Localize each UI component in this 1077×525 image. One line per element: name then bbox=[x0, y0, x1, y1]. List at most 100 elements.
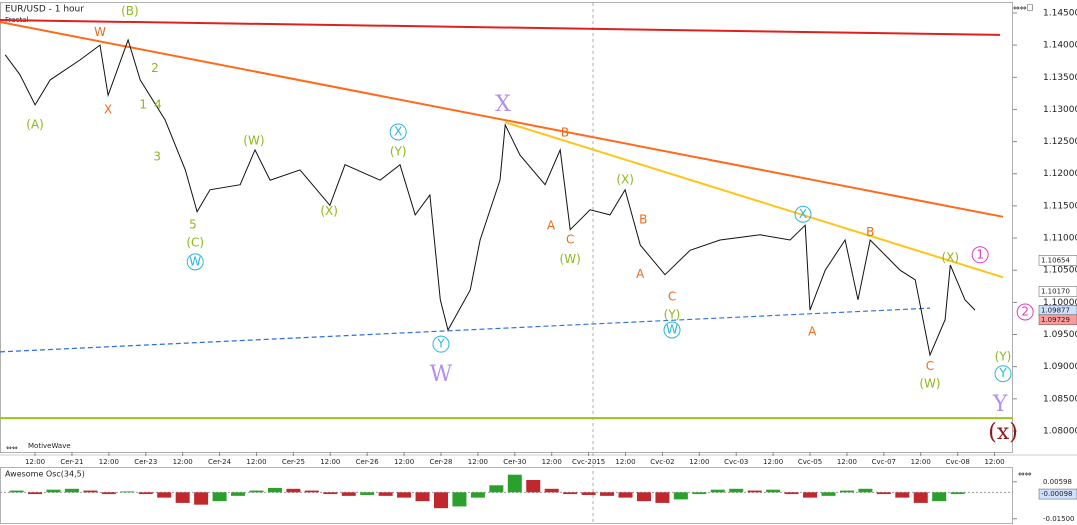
x-tick-label: 12:00 bbox=[99, 458, 119, 466]
wave-label: A bbox=[547, 218, 556, 232]
wave-label: (X) bbox=[941, 250, 959, 264]
osc-bar bbox=[415, 492, 430, 502]
y-tick-label: 1.12000 bbox=[1043, 169, 1077, 179]
osc-bar bbox=[544, 488, 559, 493]
x-tick-label: 12:00 bbox=[837, 458, 857, 466]
wave-label: 1 bbox=[976, 247, 984, 261]
zoom-icons[interactable]: ⇔⇔ bbox=[6, 444, 18, 452]
y-tick-label: 1.14500 bbox=[1043, 8, 1077, 18]
x-tick-label: Cvc-07 bbox=[872, 458, 896, 466]
oscillator-title: Awesome Osc(34,5) bbox=[5, 470, 85, 479]
osc-bar bbox=[766, 489, 781, 493]
wave-label: 2 bbox=[1021, 305, 1029, 319]
osc-bar bbox=[397, 492, 412, 498]
wave-label: 5 bbox=[189, 218, 197, 232]
osc-bar bbox=[360, 492, 375, 495]
wave-label: (x) bbox=[988, 420, 1018, 445]
wave-label: (Y) bbox=[390, 144, 407, 158]
wave-circle bbox=[389, 123, 407, 141]
x-tick-label: 12:00 bbox=[246, 458, 266, 466]
osc-bar bbox=[470, 492, 485, 498]
x-tick-label: Cer-24 bbox=[208, 458, 232, 466]
x-tick-label: Cvc-05 bbox=[798, 458, 822, 466]
price-label-box bbox=[1038, 314, 1077, 326]
wave-label: Y bbox=[992, 392, 1008, 417]
osc-bar bbox=[692, 492, 707, 495]
y-tick-label: 0.00598 bbox=[1043, 478, 1072, 486]
oscillator-pane bbox=[0, 467, 1013, 524]
wave-circle bbox=[432, 335, 450, 353]
trend-line bbox=[504, 121, 1004, 279]
osc-bar bbox=[83, 490, 98, 493]
osc-bar bbox=[858, 488, 873, 493]
trend-line bbox=[0, 307, 930, 353]
footer-brand: MotiveWave bbox=[28, 442, 71, 450]
x-tick-label: Cvc-08 bbox=[945, 458, 969, 466]
osc-bar bbox=[673, 492, 688, 500]
osc-bar bbox=[729, 488, 744, 493]
x-tick-label: 12:00 bbox=[468, 458, 488, 466]
wave-label: W bbox=[430, 362, 453, 387]
wave-label: Y bbox=[998, 366, 1007, 380]
y-tick-label: 1.13500 bbox=[1043, 73, 1077, 83]
osc-bar bbox=[378, 492, 393, 496]
osc-bar bbox=[323, 492, 338, 495]
osc-bar bbox=[821, 492, 836, 496]
osc-bar bbox=[747, 490, 762, 493]
osc-controls[interactable]: ⇔⇔ bbox=[1018, 470, 1032, 479]
price-label-box bbox=[1038, 255, 1077, 266]
osc-bar bbox=[341, 492, 356, 496]
y-tick-label: 1.09500 bbox=[1043, 330, 1077, 340]
y-tick-label: 1.11000 bbox=[1043, 234, 1077, 244]
x-tick-label: 12:00 bbox=[542, 458, 562, 466]
price-label-box bbox=[1038, 286, 1077, 297]
osc-bar bbox=[895, 492, 910, 498]
wave-label: (Y) bbox=[995, 350, 1012, 364]
wave-label: (W) bbox=[560, 252, 581, 266]
wave-label: 3 bbox=[153, 150, 161, 164]
osc-bar bbox=[175, 492, 190, 503]
osc-bar bbox=[710, 489, 725, 493]
osc-bar bbox=[286, 488, 301, 493]
wave-circle bbox=[971, 246, 989, 264]
x-tick-label: Cer-25 bbox=[282, 458, 305, 466]
wave-label: X bbox=[394, 124, 402, 138]
x-tick-label: 12:00 bbox=[763, 458, 783, 466]
trend-line bbox=[0, 20, 1004, 218]
x-tick-label: 12:00 bbox=[984, 458, 1004, 466]
price-label: 1.10654 bbox=[1041, 256, 1070, 264]
wave-label: 1 bbox=[139, 97, 147, 111]
osc-bar bbox=[304, 490, 319, 493]
osc-bar bbox=[489, 485, 504, 493]
y-tick-label: 1.08500 bbox=[1043, 394, 1077, 404]
y-tick-label: 1.11500 bbox=[1043, 201, 1077, 211]
osc-bar bbox=[433, 492, 448, 509]
wave-label: X bbox=[799, 207, 807, 221]
pane-controls[interactable]: ⇔⇔☐ bbox=[1013, 4, 1034, 13]
wave-label: (X) bbox=[616, 173, 634, 187]
x-tick-label: Cer-28 bbox=[429, 458, 452, 466]
osc-bar bbox=[784, 492, 799, 495]
wave-label: (A) bbox=[26, 117, 44, 131]
osc-bar bbox=[138, 492, 153, 495]
x-tick-label: 12:00 bbox=[911, 458, 931, 466]
price-pane bbox=[0, 2, 1013, 453]
wave-label: C bbox=[926, 359, 934, 373]
osc-bar bbox=[581, 492, 596, 495]
wave-circle bbox=[186, 253, 204, 271]
osc-bar bbox=[28, 492, 43, 495]
price-label: 1.09877 bbox=[1041, 306, 1070, 314]
x-tick-label: 12:00 bbox=[320, 458, 340, 466]
wave-label: (B) bbox=[121, 4, 139, 18]
y-tick-label: 1.09000 bbox=[1043, 362, 1077, 372]
osc-bar bbox=[120, 491, 135, 493]
osc-bar bbox=[194, 492, 209, 505]
x-tick-label: Cer-30 bbox=[503, 458, 526, 466]
wave-label: 4 bbox=[154, 97, 162, 111]
osc-bar bbox=[600, 492, 615, 496]
osc-bar bbox=[655, 492, 670, 503]
wave-circle bbox=[994, 365, 1012, 383]
osc-bar bbox=[618, 492, 633, 498]
x-tick-label: 12:00 bbox=[615, 458, 635, 466]
wave-label: (W) bbox=[919, 377, 940, 391]
